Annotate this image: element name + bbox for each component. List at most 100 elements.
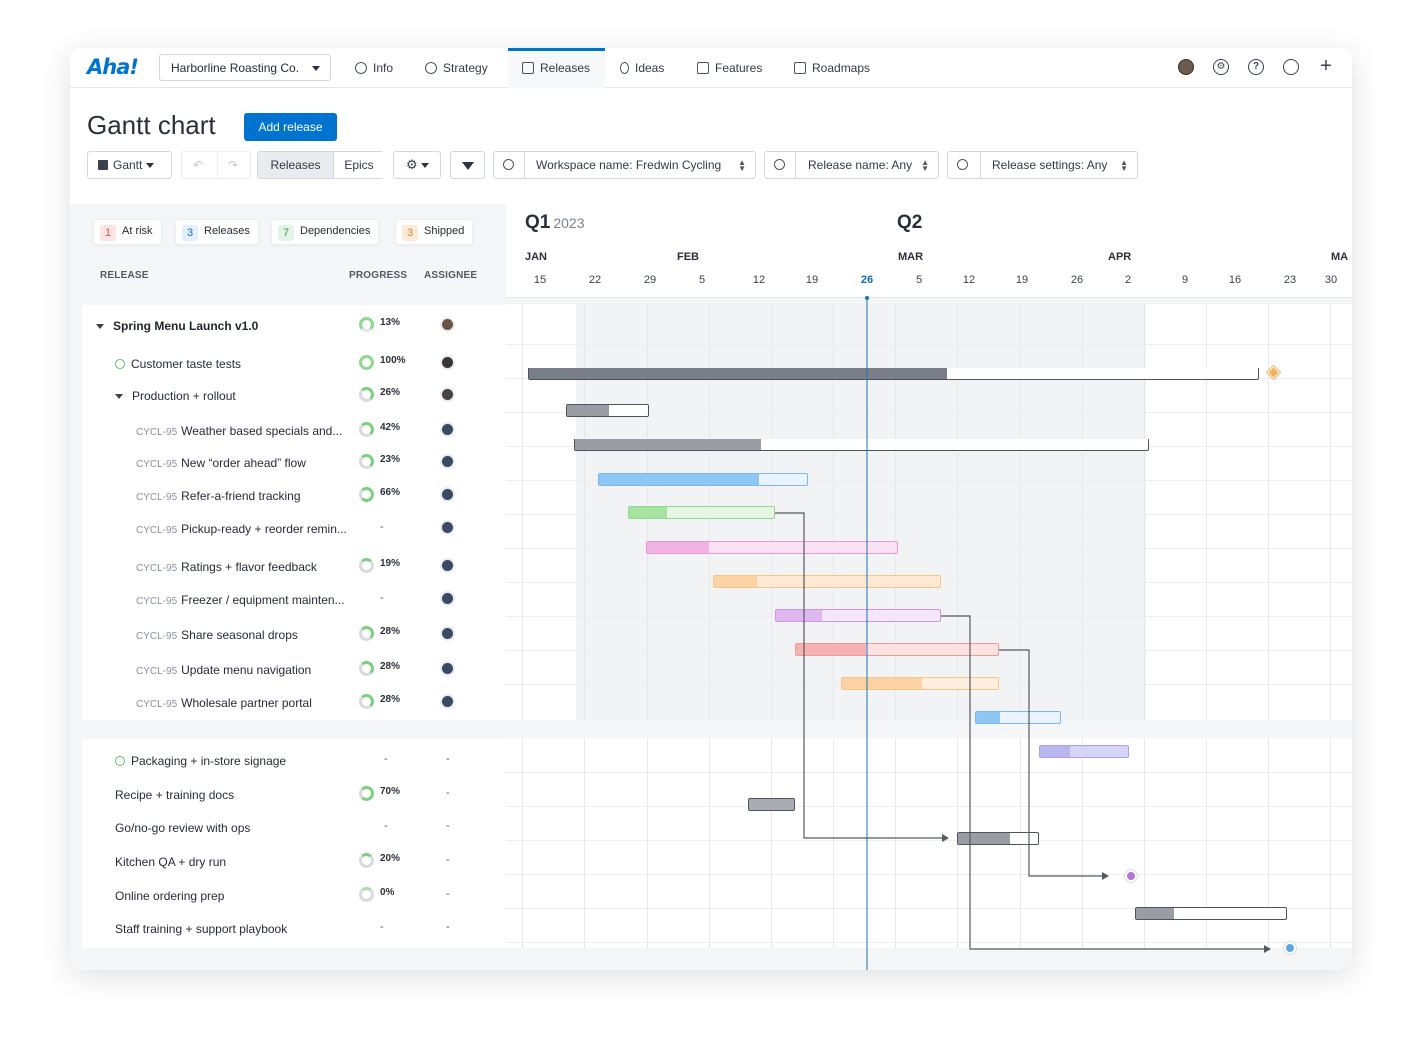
filter-workspace[interactable]: Workspace name: Fredwin Cycling ▲ ▼ (493, 151, 756, 179)
tab-info[interactable]: Info (355, 48, 393, 88)
feature-row[interactable]: CYCL-95 Freezer / equipment mainten... - (82, 583, 506, 616)
undo-icon[interactable]: ↶ (193, 158, 204, 172)
feature-bar[interactable] (713, 575, 941, 588)
at-risk-badge[interactable]: 1 At risk (93, 219, 162, 245)
filter-button[interactable] (450, 151, 485, 179)
aha-logo[interactable]: Aha! (87, 55, 139, 79)
tab-roadmaps[interactable]: Roadmaps (794, 48, 870, 88)
grid-line (833, 304, 834, 720)
feature-bar[interactable] (598, 473, 808, 486)
release-row[interactable]: Online ordering prep 0% - (115, 887, 450, 903)
avatar[interactable] (440, 694, 455, 709)
search-icon[interactable] (1283, 59, 1299, 75)
avatar[interactable] (440, 558, 455, 573)
column-header-progress[interactable]: PROGRESS (349, 270, 408, 281)
release-row[interactable]: Production + rollout 26% (82, 379, 506, 412)
release-row[interactable]: Go/no-go review with ops - - (115, 820, 450, 835)
feature-row[interactable]: CYCL-95 Ratings + flavor feedback 19% (82, 550, 506, 583)
settings-gear-icon[interactable]: ⚙ (1213, 59, 1229, 75)
avatar[interactable] (440, 487, 455, 502)
avatar[interactable] (440, 454, 455, 469)
column-header-assignee[interactable]: ASSIGNEE (424, 270, 478, 281)
release-row[interactable]: Kitchen QA + dry run 20% - (115, 853, 450, 869)
filter-release-settings[interactable]: Release settings: Any ▲ ▼ (947, 151, 1138, 179)
release-bar-recipe-docs[interactable] (957, 832, 1039, 845)
settings-dropdown[interactable]: ⚙ (393, 151, 441, 179)
feature-bar[interactable] (1039, 745, 1129, 758)
day-label: 15 (533, 274, 547, 286)
feature-row[interactable]: CYCL-95 Refer-a-friend tracking 66% (82, 479, 506, 512)
feature-bar[interactable] (795, 643, 999, 656)
release-row[interactable]: Packaging + in-store signage - - (82, 744, 506, 777)
feature-row[interactable]: CYCL-95 Update menu navigation 28% (82, 653, 506, 686)
avatar[interactable] (440, 591, 455, 606)
remove-filter-icon[interactable] (774, 159, 785, 170)
avatar[interactable] (440, 422, 455, 437)
remove-filter-icon[interactable] (957, 159, 968, 170)
day-label: 12 (962, 274, 976, 286)
release-bar-spring-menu[interactable] (528, 368, 1259, 380)
progress-ring (359, 387, 374, 402)
grid-line (1082, 738, 1083, 948)
release-row[interactable]: Customer taste tests 100% (82, 347, 506, 380)
avatar[interactable] (440, 520, 455, 535)
releases-badge[interactable]: 3 Releases (175, 219, 259, 245)
plus-icon[interactable]: + (1320, 55, 1332, 77)
progress-ring (359, 355, 374, 370)
release-row[interactable]: Spring Menu Launch v1.0 13% (82, 309, 506, 342)
feature-row[interactable]: CYCL-95 Weather based specials and... 42% (82, 414, 506, 447)
avatar[interactable] (440, 355, 455, 370)
feature-row[interactable]: CYCL-95 Wholesale partner portal 28% (82, 686, 506, 719)
feature-row[interactable]: CYCL-95 Pickup-ready + reorder remin... - (82, 512, 506, 545)
row-line (506, 480, 1352, 481)
avatar[interactable] (440, 661, 455, 676)
feature-bar[interactable] (628, 506, 775, 519)
release-bar-taste-tests[interactable] (566, 404, 649, 417)
chevron-down-icon[interactable] (96, 324, 104, 330)
grid-line (1268, 738, 1269, 948)
release-row[interactable]: Recipe + training docs 70% - (115, 786, 450, 802)
redo-icon[interactable]: ↷ (228, 158, 239, 172)
release-list-group-1 (82, 305, 506, 720)
toggle-epics[interactable]: Epics (334, 152, 384, 178)
milestone-circle-icon[interactable] (1284, 942, 1296, 954)
chevron-down-icon[interactable] (115, 394, 123, 400)
help-icon[interactable]: ? (1248, 59, 1264, 75)
feature-bar[interactable] (975, 711, 1061, 724)
tab-ideas[interactable]: Ideas (620, 48, 664, 88)
avatar[interactable] (440, 626, 455, 641)
workspace-select[interactable]: Harborline Roasting Co. (159, 54, 331, 81)
roadmap-icon (794, 62, 806, 74)
milestone-circle-icon[interactable] (1125, 870, 1137, 882)
remove-filter-icon[interactable] (503, 159, 514, 170)
day-label: 26 (860, 274, 874, 286)
release-bar-packaging[interactable] (748, 798, 795, 811)
feature-bar[interactable] (775, 609, 941, 622)
avatar[interactable] (440, 317, 455, 332)
releases-epics-toggle: Releases Epics (257, 151, 384, 179)
column-header-release[interactable]: RELEASE (100, 270, 149, 281)
dependencies-badge[interactable]: 7 Dependencies (271, 219, 380, 245)
add-release-button[interactable]: Add release (244, 113, 337, 141)
user-avatar[interactable] (1178, 59, 1194, 75)
view-select[interactable]: Gantt (87, 151, 172, 179)
day-label: 26 (1070, 274, 1084, 286)
page-title: Gantt chart (87, 110, 216, 140)
feature-row[interactable]: CYCL-95 Share seasonal drops 28% (82, 618, 506, 651)
feature-bar[interactable] (646, 541, 898, 554)
avatar[interactable] (440, 387, 455, 402)
tab-features[interactable]: Features (697, 48, 762, 88)
release-row[interactable]: Staff training + support playbook - - (115, 921, 450, 936)
release-bar-kitchen-qa[interactable] (1135, 907, 1287, 920)
shipped-badge[interactable]: 3 Shipped (395, 219, 474, 245)
tab-strategy[interactable]: Strategy (425, 48, 488, 88)
row-line (506, 942, 1352, 943)
tab-releases[interactable]: Releases (508, 48, 605, 88)
filter-release-name[interactable]: Release name: Any ▲ ▼ (764, 151, 939, 179)
info-icon (355, 62, 367, 74)
feature-bar[interactable] (841, 677, 999, 690)
month-label: MAR (898, 251, 924, 263)
toggle-releases[interactable]: Releases (258, 152, 333, 178)
release-bar-production[interactable] (574, 439, 1149, 451)
feature-row[interactable]: CYCL-95 New “order ahead” flow 23% (82, 446, 506, 479)
